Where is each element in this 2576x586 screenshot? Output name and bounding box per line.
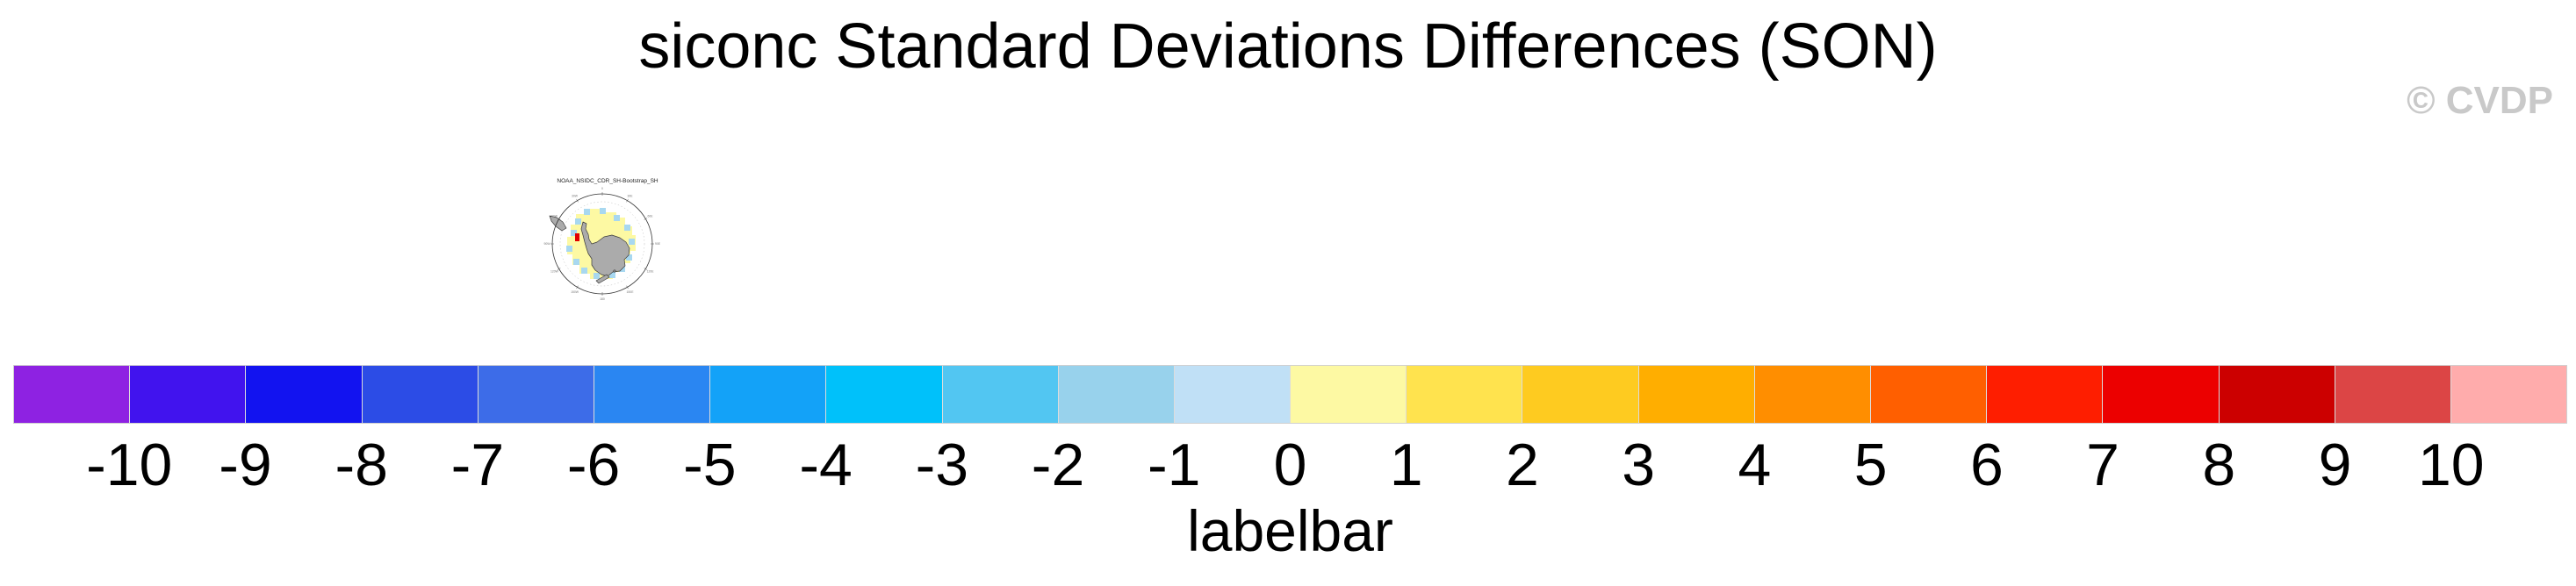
colorbar-tick-label: -4 — [799, 432, 853, 498]
colorbar-box — [2334, 366, 2450, 423]
cvdp-watermark: © CVDP — [2407, 79, 2553, 122]
colorbar-ticks: -10 -9 -8 -7 -6 -5 -4 -3 -2 -1 0 1 2 3 4 5 6 7 8 9 10 — [0, 435, 2576, 498]
colorbar-tick-label: -3 — [915, 432, 969, 498]
colorbar-tick-label: 5 — [1853, 432, 1888, 498]
colorbar-tick-label: 4 — [1738, 432, 1772, 498]
map-grid-label: 90E — [655, 242, 661, 246]
colorbar-tick-label: -8 — [335, 432, 388, 498]
map-grid-label: 30E — [627, 195, 633, 198]
colorbar-box — [361, 366, 478, 423]
map-grid-label: 30W — [572, 195, 579, 198]
map-grid-tick — [557, 218, 561, 220]
colorbar-box — [1637, 366, 1754, 423]
colorbar-box — [2102, 366, 2219, 423]
colorbar-tick-label: 1 — [1389, 432, 1423, 498]
map-panel-title: NOAA_NSIDC_CDR_SH-Bootstrap_SH — [557, 178, 658, 184]
page-title: siconc Standard Deviations Differences (… — [638, 11, 1938, 82]
colorbar-box — [1406, 366, 1522, 423]
colorbar-box — [1173, 366, 1291, 423]
colorbar-box — [941, 366, 1058, 423]
colorbar-box — [1057, 366, 1174, 423]
map-grid-tick — [576, 198, 579, 203]
colorbar-box — [1870, 366, 1987, 423]
colorbar-tick-label: -9 — [219, 432, 272, 498]
island-landmass — [595, 274, 610, 284]
map-grid-label: 60W — [551, 215, 558, 218]
colorbar-box — [477, 366, 594, 423]
colorbar-box — [2218, 366, 2335, 423]
colorbar-tick-label: 9 — [2318, 432, 2352, 498]
map-fill-red-cell — [575, 233, 579, 241]
colorbar-box — [709, 366, 826, 423]
map-grid-label: 150W — [571, 290, 579, 294]
colorbar-tick-label: 8 — [2202, 432, 2236, 498]
colorbar-box — [825, 366, 942, 423]
map-grid-label: 180 — [600, 297, 605, 301]
map-grid-tick — [644, 218, 648, 220]
map-grid-tick — [576, 285, 579, 289]
island-dot — [613, 269, 616, 273]
polar-map-panel: NOAA_NSIDC_CDR_SH-Bootstrap_SH — [544, 178, 661, 301]
colorbar-box — [245, 366, 362, 423]
colorbar-tick-label: -5 — [683, 432, 737, 498]
map-grid-tick — [557, 268, 561, 270]
colorbar-tick-label: -2 — [1031, 432, 1085, 498]
colorbar-tick-label: -1 — [1148, 432, 1201, 498]
colorbar-tick-label: -10 — [86, 432, 173, 498]
colorbar-box — [1522, 366, 1638, 423]
colorbar-box — [129, 366, 246, 423]
colorbar-tick-label: -6 — [566, 432, 621, 498]
colorbar-box — [2450, 366, 2567, 423]
colorbar-tick-label: 2 — [1506, 432, 1539, 498]
map-grid-label: 0 — [601, 187, 603, 190]
colorbar-box — [1290, 366, 1407, 423]
colorbar-box — [593, 366, 710, 423]
map-grid-label: 120E — [647, 270, 655, 274]
map-grid-label: 60E — [648, 215, 654, 218]
colorbar-box — [1753, 366, 1870, 423]
map-grid-tick — [626, 285, 629, 289]
map-grid-tick — [644, 268, 648, 270]
map-grid-label: 120W — [550, 270, 559, 274]
colorbar-box — [1986, 366, 2103, 423]
map-grid-label: 90W — [544, 242, 551, 246]
latitude-gridline — [559, 201, 645, 287]
colorbar-tick-label: -7 — [450, 432, 505, 498]
colorbar-tick-label: 3 — [1622, 432, 1656, 498]
colorbar-tick-label: 6 — [1969, 432, 2004, 498]
colorbar-tick-label: 0 — [1273, 432, 1307, 498]
colorbar-tick-label: 10 — [2417, 432, 2485, 498]
colorbar — [13, 365, 2567, 424]
antarctica-landmass — [580, 221, 630, 277]
map-grid-tick — [626, 198, 629, 203]
map-grid-labels: 0 30E 60E 90E 120E 150E 180 150W 120W 90W 60W 30W — [544, 187, 661, 301]
colorbar-caption: labelbar — [1187, 498, 1393, 563]
colorbar-tick-label: 7 — [2086, 432, 2119, 498]
colorbar-box — [14, 366, 130, 423]
map-grid-label: 150E — [627, 290, 635, 294]
